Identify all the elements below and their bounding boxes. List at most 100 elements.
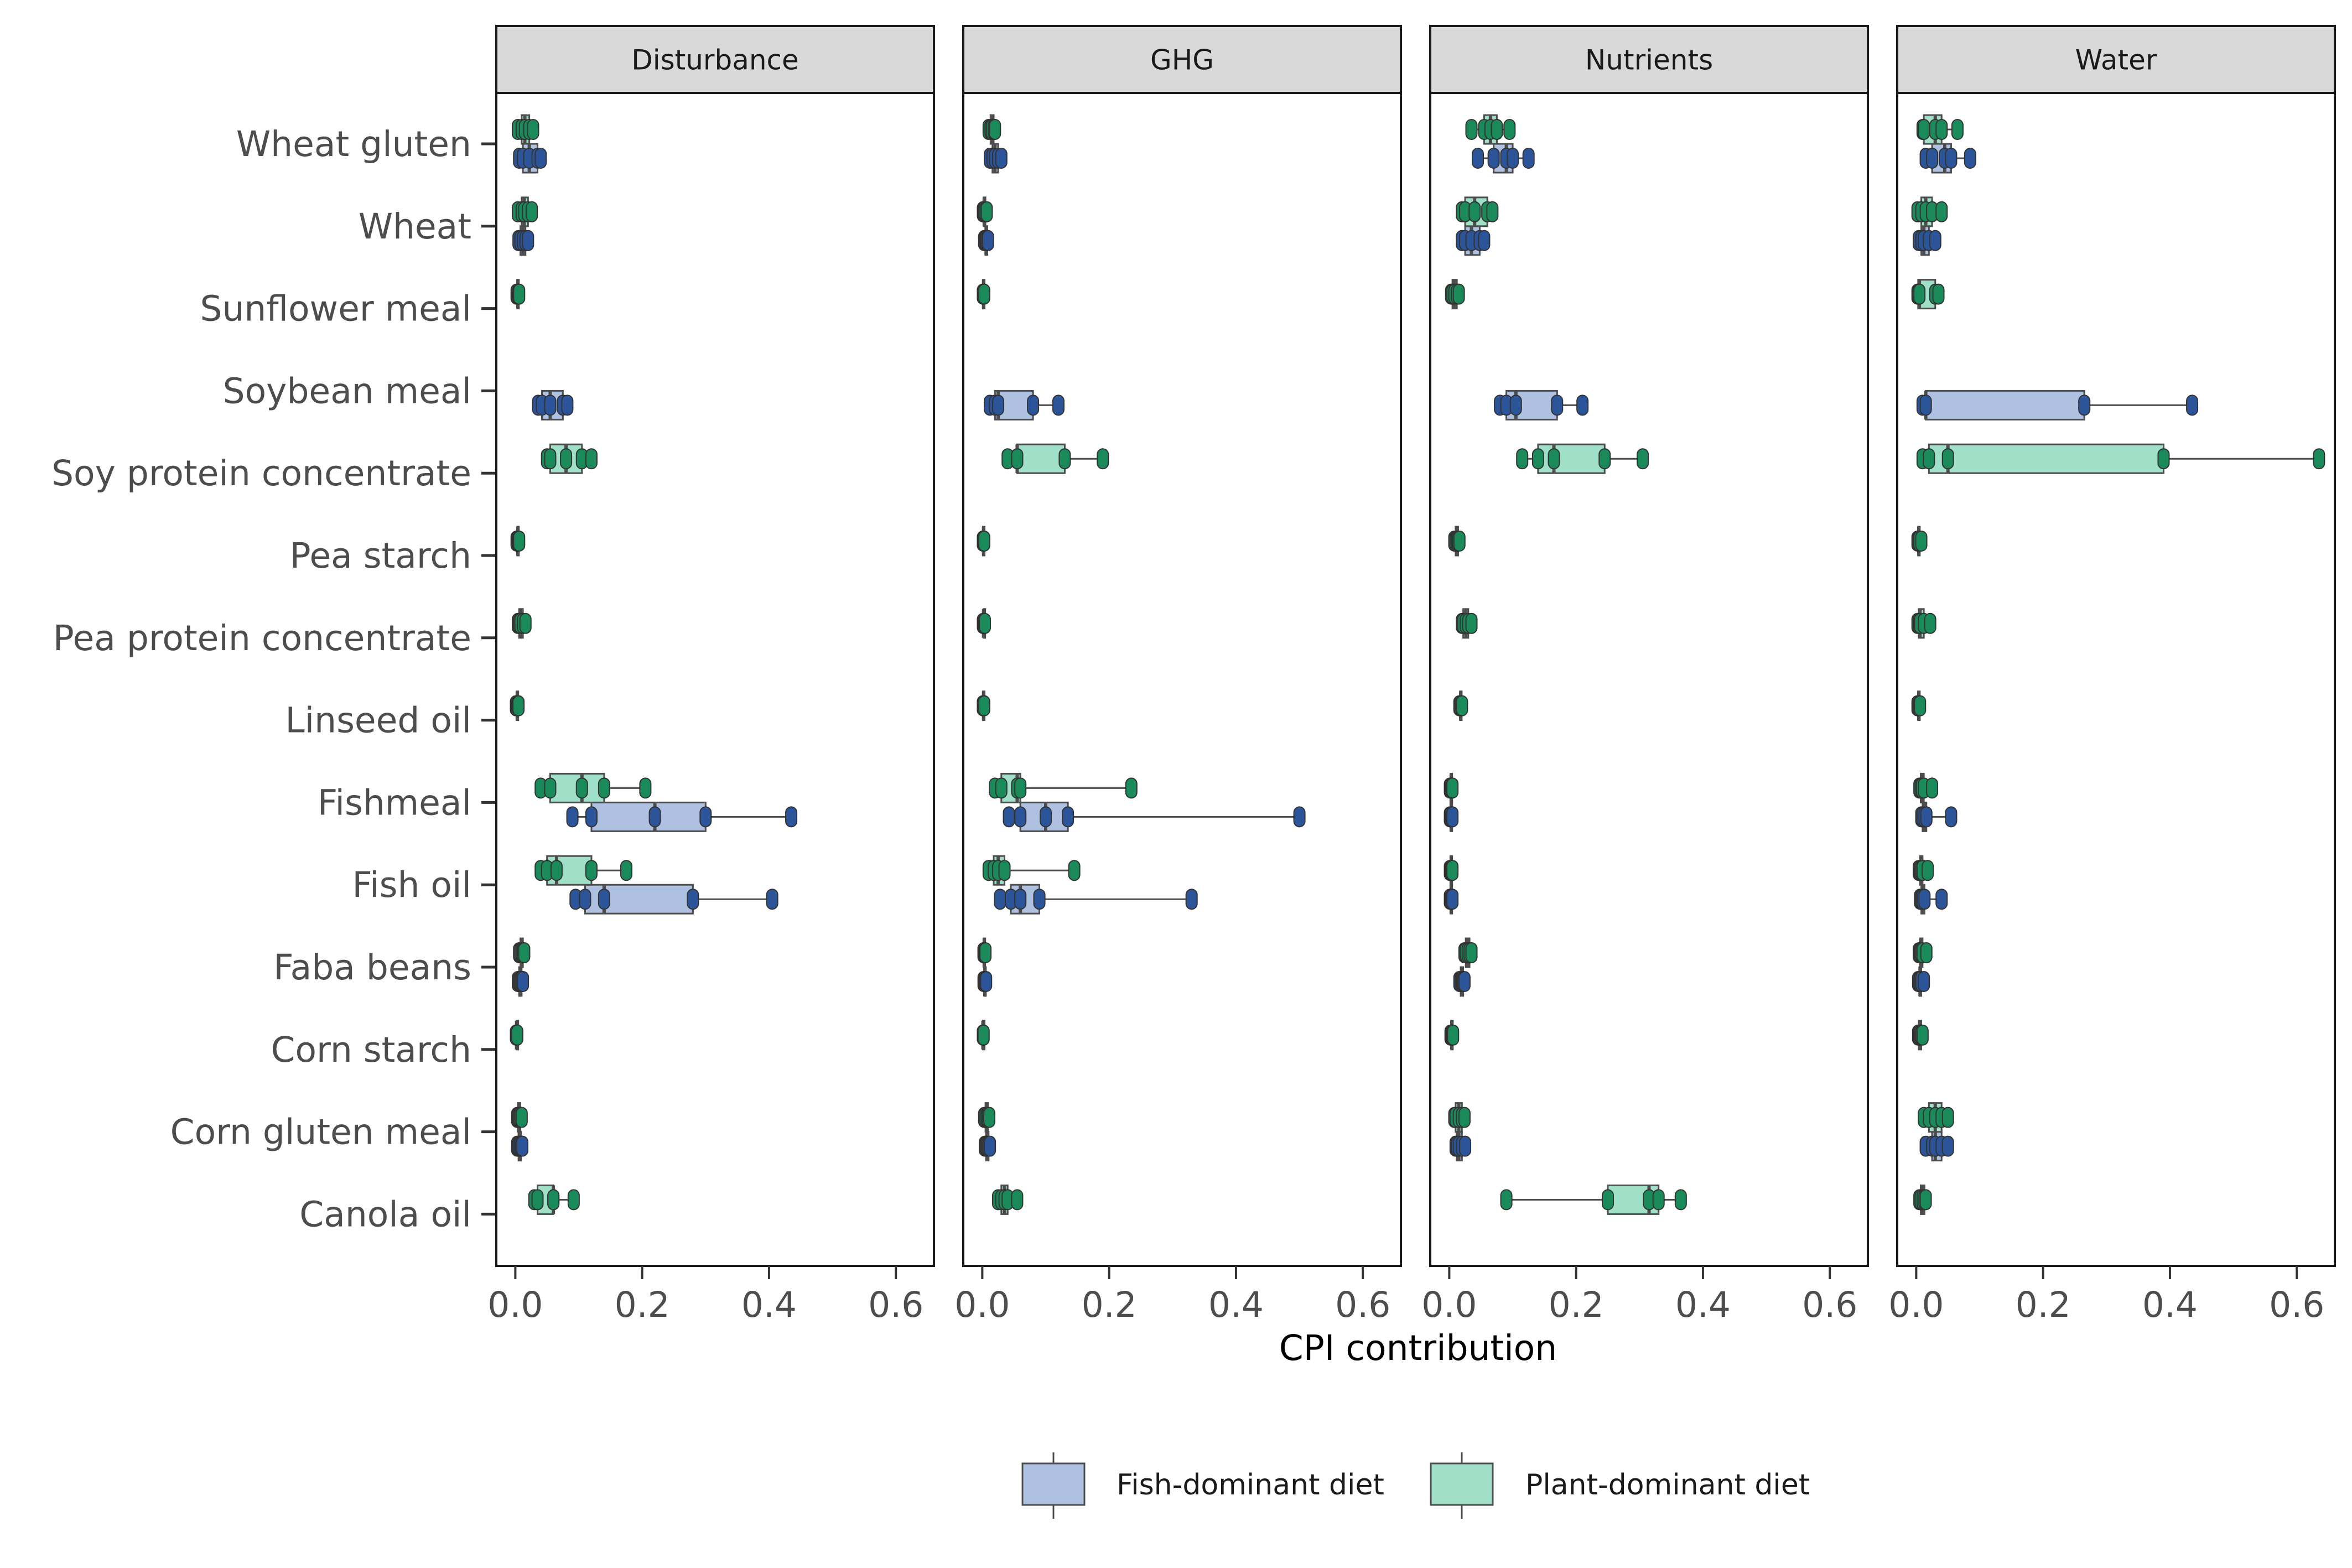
- legend-label-fish-dominant-diet: Fish-dominant diet: [1117, 1468, 1384, 1502]
- data-point-4: [1011, 1189, 1024, 1211]
- data-point-3: [1551, 394, 1564, 416]
- data-point-4: [1916, 1024, 1929, 1046]
- box-plant-dominant-diet-nutrients-canola-oil: [1500, 1184, 1687, 1215]
- box-plant-dominant-diet-disturbance-sunflower-meal: [510, 279, 526, 310]
- box-plant-dominant-diet-nutrients-corn-starch: [1444, 1020, 1460, 1051]
- data-point-0: [566, 806, 579, 828]
- data-point-4: [1922, 860, 1934, 881]
- data-point-4: [1465, 942, 1478, 963]
- data-point-0: [994, 889, 1006, 910]
- box-plant-dominant-diet-water-fish-oil: [1912, 855, 1934, 886]
- box-fish-dominant-diet-disturbance-fish-oil: [569, 884, 778, 915]
- x-tick-label-nutrients-1: 0.2: [1549, 1285, 1604, 1325]
- data-point-4: [1447, 1024, 1460, 1046]
- box-plant-dominant-diet-water-sunflower-meal: [1911, 279, 1945, 310]
- box-plant-dominant-diet-nutrients-corn-gluten-meal: [1448, 1102, 1471, 1133]
- box-plant-dominant-diet-disturbance-canola-oil: [528, 1184, 580, 1215]
- box-iqr: [1016, 443, 1066, 474]
- data-point-3: [1014, 777, 1027, 799]
- data-point-4: [1453, 531, 1466, 552]
- x-tick-label-ghg-3: 0.6: [1335, 1285, 1390, 1325]
- box-fish-dominant-diet-water-fishmeal: [1915, 801, 1958, 832]
- box-fish-dominant-diet-ghg-faba-beans: [977, 966, 993, 997]
- x-tick-label-ghg-2: 0.4: [1208, 1285, 1264, 1325]
- panel-strip-water: [1896, 25, 2336, 94]
- box-fish-dominant-diet-water-soybean-meal: [1916, 390, 2199, 420]
- data-point-4: [977, 1024, 990, 1046]
- box-fish-dominant-diet-ghg-corn-gluten-meal: [978, 1131, 996, 1162]
- panel-frame-ghg: [962, 92, 1402, 1267]
- data-point-2: [544, 394, 557, 416]
- category-label-soy-protein-concentrate: Soy protein concentrate: [51, 453, 471, 494]
- box-plant-dominant-diet-nutrients-soy-protein-concentrate: [1516, 443, 1649, 474]
- data-point-2: [560, 448, 573, 470]
- data-point-2: [1509, 394, 1522, 416]
- box-fish-dominant-diet-ghg-soybean-meal: [984, 390, 1065, 420]
- panel-nutrients: Nutrients 0.0 0.2 0.4 0.6: [1421, 25, 1869, 1325]
- data-point-3: [1033, 889, 1046, 910]
- legend-key-fish-dominant-diet: [1021, 1462, 1086, 1506]
- data-point-3: [998, 860, 1011, 881]
- data-point-3: [585, 860, 598, 881]
- panel-title-ghg: GHG: [1150, 44, 1214, 76]
- x-tick-label-water-3: 0.6: [2269, 1285, 2324, 1325]
- data-point-0: [1500, 1189, 1513, 1211]
- data-point-4: [1935, 201, 1948, 222]
- data-point-2: [1011, 448, 1024, 470]
- box-plant-dominant-diet-nutrients-wheat-gluten: [1465, 114, 1516, 145]
- box-plant-dominant-diet-ghg-pea-protein-concentrate: [977, 608, 991, 639]
- data-point-3: [547, 1189, 560, 1211]
- data-point-4: [1951, 119, 1964, 140]
- data-point-3: [2157, 448, 2170, 470]
- data-point-2: [1468, 201, 1481, 222]
- box-plant-dominant-diet-disturbance-wheat-gluten: [511, 114, 539, 145]
- box-plant-dominant-diet-disturbance-corn-gluten-meal: [511, 1102, 528, 1133]
- data-point-1: [544, 777, 557, 799]
- data-point-4: [1293, 806, 1306, 828]
- data-point-4: [1446, 889, 1459, 910]
- box-plant-dominant-diet-ghg-linseed-oil: [977, 690, 990, 721]
- data-point-4: [1452, 283, 1465, 305]
- box-plant-dominant-diet-ghg-pea-starch: [977, 526, 990, 557]
- data-point-4: [527, 119, 539, 140]
- data-point-2: [550, 860, 563, 881]
- box-fish-dominant-diet-water-wheat: [1912, 225, 1941, 256]
- data-point-2: [1040, 806, 1052, 828]
- data-point-4: [1458, 971, 1471, 992]
- data-point-4: [513, 531, 526, 552]
- box-iqr: [1928, 443, 2164, 474]
- box-plant-dominant-diet-water-faba-beans: [1912, 937, 1933, 968]
- data-point-3: [1918, 889, 1931, 910]
- data-point-4: [2313, 448, 2325, 470]
- data-point-4: [518, 942, 531, 963]
- data-point-4: [1915, 531, 1928, 552]
- box-plant-dominant-diet-ghg-corn-gluten-meal: [978, 1102, 996, 1133]
- box-plant-dominant-diet-water-wheat: [1911, 196, 1948, 227]
- box-plant-dominant-diet-disturbance-faba-beans: [513, 937, 531, 968]
- data-point-1: [585, 806, 598, 828]
- data-point-4: [534, 148, 547, 169]
- box-fish-dominant-diet-disturbance-soybean-meal: [532, 390, 574, 420]
- data-point-4: [1125, 777, 1138, 799]
- box-plant-dominant-diet-water-wheat-gluten: [1916, 114, 1964, 145]
- data-point-3: [687, 889, 699, 910]
- box-plant-dominant-diet-water-corn-gluten-meal: [1918, 1102, 1954, 1133]
- category-label-canola-oil: Canola oil: [299, 1194, 471, 1234]
- legend-label-plant-dominant-diet: Plant-dominant diet: [1525, 1468, 1810, 1502]
- data-point-4: [984, 1135, 996, 1157]
- box-fish-dominant-diet-ghg-wheat-gluten: [984, 143, 1008, 174]
- category-label-linseed-oil: Linseed oil: [285, 700, 471, 741]
- data-point-3: [1058, 448, 1071, 470]
- series-fish-dominant-diet-disturbance: [511, 143, 798, 1162]
- data-point-4: [1458, 1107, 1471, 1128]
- box-fish-dominant-diet-disturbance-wheat-gluten: [513, 143, 547, 174]
- data-point-1: [579, 889, 591, 910]
- box-plant-dominant-diet-nutrients-sunflower-meal: [1445, 279, 1465, 310]
- series-fish-dominant-diet-nutrients: [1444, 143, 1589, 1162]
- x-tick-label-water-0: 0.0: [1888, 1285, 1944, 1325]
- box-iqr: [1925, 390, 2085, 420]
- series-fish-dominant-diet-water: [1912, 143, 2199, 1162]
- x-tick-label-ghg-1: 0.2: [1082, 1285, 1137, 1325]
- data-point-3: [1920, 806, 1933, 828]
- panel-disturbance: Disturbance 0.0 0.2 0.4 0.6: [487, 25, 935, 1325]
